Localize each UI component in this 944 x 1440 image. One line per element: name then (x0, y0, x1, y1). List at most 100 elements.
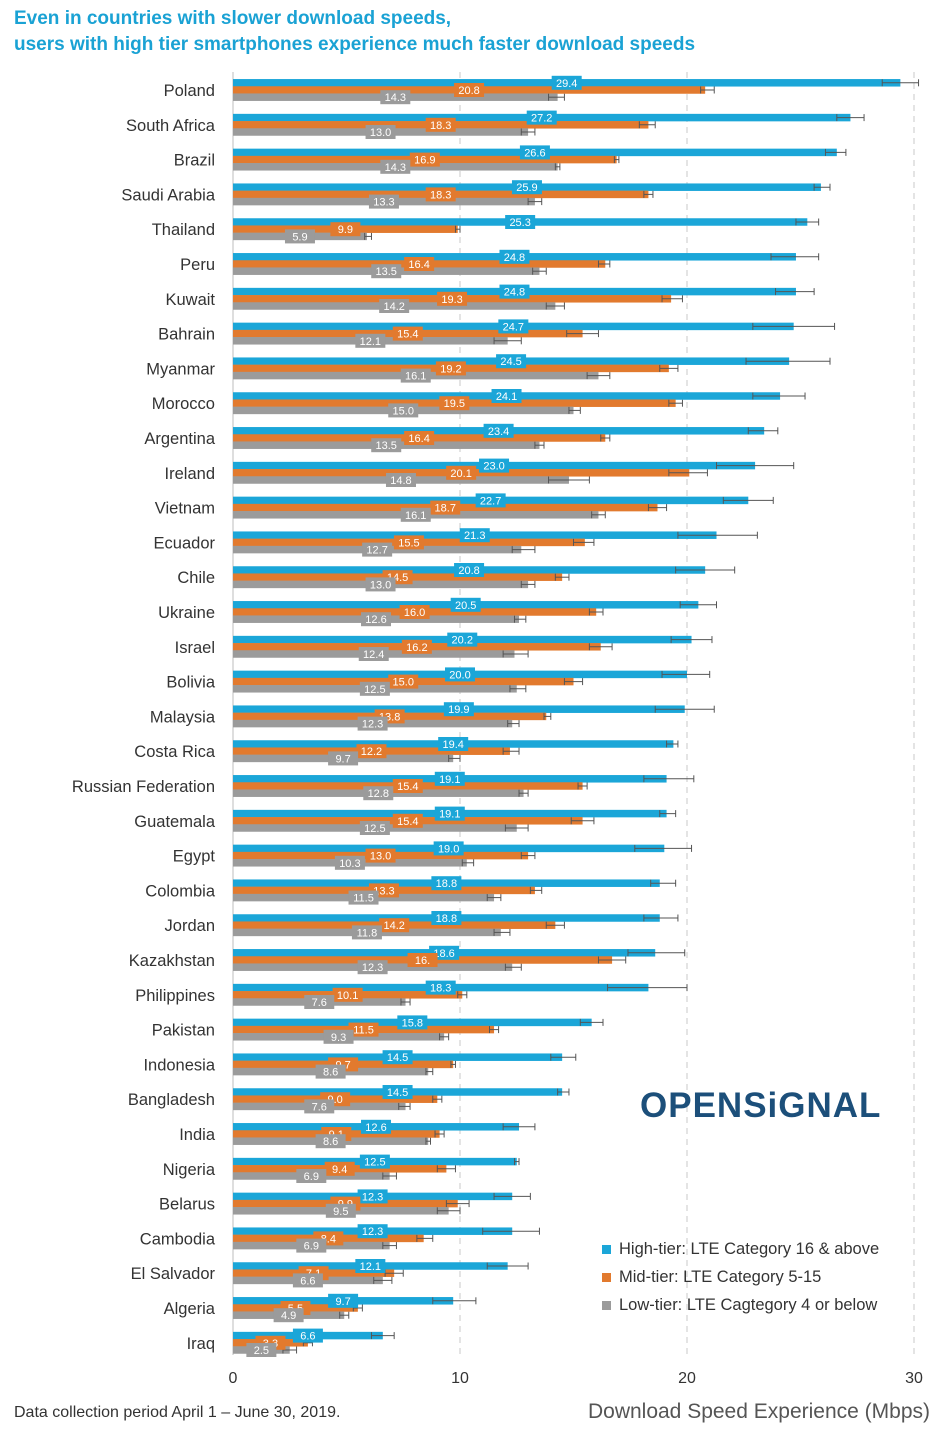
data-label-mid: 15.0 (393, 677, 414, 689)
data-label-bg-high (551, 75, 582, 90)
data-label-low: 12.3 (362, 962, 383, 974)
data-label-mid: 10.1 (337, 990, 358, 1002)
legend-swatch-mid (602, 1272, 611, 1282)
x-tick-label-0: 0 (229, 1370, 238, 1387)
data-label-bg-low (380, 159, 411, 174)
data-label-mid: 20.8 (458, 85, 479, 97)
data-label-mid: 16.0 (404, 607, 425, 619)
data-label-bg-high (443, 702, 474, 717)
data-label-low: 8.6 (323, 1136, 338, 1148)
data-label-bg-high (434, 771, 465, 786)
chart-title: Even in countries with slower download s… (14, 6, 914, 58)
data-label-low: 12.6 (365, 614, 386, 626)
data-label-bg-mid (454, 83, 485, 97)
data-label-bg-mid (330, 222, 361, 237)
data-label-mid: 9.4 (332, 1164, 347, 1176)
data-label-bg-low (380, 90, 411, 105)
data-label-high: 19.1 (439, 774, 460, 786)
data-label-bg-high (361, 1119, 392, 1134)
data-label-mid: 11.5 (353, 1025, 374, 1037)
data-label-high: 24.7 (503, 321, 524, 333)
data-label-high: 22.7 (480, 495, 501, 507)
data-label-high: 27.2 (531, 113, 552, 125)
data-label-high: 25.3 (509, 217, 530, 229)
data-label-low: 9.5 (333, 1206, 348, 1218)
data-label-high: 24.8 (504, 287, 525, 299)
data-label-low: 12.1 (360, 336, 381, 348)
data-label-bg-mid (348, 1022, 379, 1037)
data-label-bg-low (362, 542, 393, 557)
data-label-low: 9.3 (331, 1032, 346, 1044)
data-label-bg-high (450, 597, 481, 612)
data-label-bg-high (505, 215, 536, 229)
data-label-bg-high (454, 563, 485, 577)
data-label-bg-low (400, 368, 431, 383)
category-label: Belarus (159, 1196, 215, 1214)
data-label-low: 5.9 (292, 231, 307, 243)
data-label-bg-low (348, 890, 379, 905)
legend-item-high: High-tier: LTE Category 16 & above (602, 1235, 879, 1263)
data-label-low: 12.4 (363, 649, 384, 661)
data-label-bg-high (479, 458, 510, 473)
x-tick-label-20: 20 (678, 1370, 696, 1387)
data-label-bg-low (365, 577, 396, 592)
category-label: Pakistan (152, 1022, 215, 1040)
data-label-high: 18.8 (436, 913, 457, 925)
data-label-bg-low (334, 855, 365, 870)
category-label: Thailand (152, 221, 215, 239)
data-label-bg-low (304, 995, 335, 1009)
data-label-high: 26.6 (524, 147, 545, 159)
data-label-bg-high (499, 284, 530, 299)
data-label-bg-low (351, 925, 382, 940)
data-label-bg-high (483, 423, 514, 438)
legend-label-high: High-tier: LTE Category 16 & above (619, 1239, 880, 1258)
data-label-bg-low (246, 1343, 277, 1357)
chart-title-line-2: users with high tier smartphones experie… (14, 34, 696, 55)
data-label-low: 10.3 (339, 858, 360, 870)
data-label-bg-high (496, 354, 527, 369)
chart-legend: High-tier: LTE Category 16 & above Mid-t… (602, 1235, 879, 1319)
data-label-bg-high (475, 493, 506, 508)
category-label: Saudi Arabia (121, 186, 215, 204)
data-label-bg-high (382, 1085, 413, 1099)
data-label-bg-high (382, 1050, 413, 1065)
data-label-bg-mid (393, 535, 424, 550)
data-label-low: 12.7 (366, 545, 387, 557)
data-label-high: 25.9 (516, 182, 537, 194)
data-label-high: 19.4 (442, 739, 463, 751)
data-label-mid: 13.3 (373, 885, 394, 897)
data-label-bg-mid (401, 639, 432, 654)
data-label-bg-low (292, 1273, 323, 1288)
data-label-low: 11.5 (353, 893, 374, 905)
category-label: Myanmar (146, 360, 215, 378)
data-label-high: 24.5 (500, 356, 521, 368)
data-label-low: 2.5 (254, 1345, 269, 1357)
data-label-high: 12.3 (362, 1191, 383, 1203)
data-label-mid: 15.5 (398, 537, 419, 549)
data-label-bg-high (328, 1293, 359, 1308)
data-label-mid: 18.3 (430, 189, 451, 201)
data-label-high: 20.0 (449, 669, 470, 681)
category-label: Israel (175, 639, 215, 657)
x-axis-label: Download Speed Experience (Mbps) (587, 1400, 930, 1423)
data-label-low: 14.2 (383, 301, 404, 313)
data-label-high: 20.5 (455, 600, 476, 612)
category-label: Colombia (145, 882, 216, 900)
data-label-low: 12.5 (364, 684, 385, 696)
data-label-bg-low (315, 1134, 346, 1149)
data-label-low: 13.5 (376, 440, 397, 452)
data-label-bg-mid (404, 431, 435, 445)
category-label: Chile (177, 569, 215, 587)
data-label-mid: 9.9 (338, 224, 353, 236)
data-label-high: 20.8 (458, 565, 479, 577)
data-label-high: 15.8 (402, 1017, 423, 1029)
data-label-high: 19.9 (448, 704, 469, 716)
data-label-bg-low (379, 299, 410, 313)
data-label-bg-low (355, 333, 386, 348)
data-label-bg-high (434, 806, 465, 821)
data-label-bg-mid (356, 744, 387, 759)
category-label: Malaysia (150, 708, 216, 726)
category-label: Russian Federation (72, 778, 215, 796)
data-label-bg-high (355, 1259, 386, 1273)
